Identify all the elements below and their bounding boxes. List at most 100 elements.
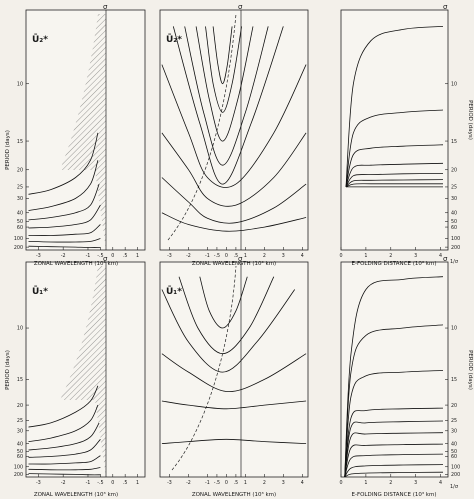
- panel-symbol-bottom-left: Ū₁*: [32, 286, 48, 297]
- curve-top-left-4: [28, 204, 101, 229]
- y-axis-title-top-left: PERIOD (days): [5, 130, 11, 170]
- curve-top-left-1: [28, 132, 99, 195]
- curve-top-middle-8: [161, 177, 307, 224]
- y-tick-label-top-left: 100: [14, 236, 23, 242]
- curve-top-middle-7: [161, 132, 307, 207]
- x-tick-label-bottom-middle: .5: [234, 480, 239, 486]
- curve-top-right-4: [345, 162, 444, 188]
- curve-bottom-left-4: [28, 439, 101, 458]
- x-tick-label-top-right: 0: [339, 253, 342, 259]
- curve-top-right-3: [345, 144, 444, 187]
- x-axis-title-top-right: E-FOLDING DISTANCE (10³ km): [351, 260, 436, 267]
- curve-bottom-middle-4: [161, 353, 307, 392]
- curve-bottom-middle-6: [161, 438, 307, 444]
- y-tick-label-bottom-left: 20: [17, 403, 23, 409]
- series-group-top-middle: [161, 26, 307, 232]
- x-tick-label-bottom-left: 0: [111, 480, 114, 486]
- x-tick-label-top-right: 4: [439, 253, 442, 259]
- x-tick-label-top-right: 3: [414, 253, 417, 259]
- x-tick-label-top-middle: 4: [301, 253, 304, 259]
- curve-bottom-right-8: [344, 453, 444, 477]
- y-tick-label-bottom-left: 40: [17, 441, 23, 447]
- curve-top-left-3: [28, 183, 100, 221]
- y-tick-label-top-left: 25: [17, 185, 23, 191]
- x-tick-label-top-left: 0: [111, 253, 114, 259]
- curve-bottom-left-6: [28, 467, 101, 471]
- curve-bottom-right-9: [344, 464, 444, 477]
- x-tick-label-top-right: 2: [389, 253, 392, 259]
- y-tick-label-bottom-right: 25: [451, 418, 457, 424]
- x-tick-label-top-middle: .5: [234, 253, 239, 259]
- y-tick-label-bottom-left: 60: [17, 454, 23, 460]
- y-tick-label-bottom-left: 30: [17, 428, 23, 434]
- y-tick-label-top-right: 10: [451, 81, 457, 87]
- y-tick-label-top-left: 30: [17, 196, 23, 202]
- x-tick-label-bottom-right: 4: [439, 480, 442, 486]
- curve-top-middle-2: [205, 26, 242, 113]
- y-tick-label-top-right: 20: [451, 167, 457, 173]
- curve-bottom-left-3: [28, 422, 100, 451]
- series-group-top-right: [345, 26, 444, 188]
- y-tick-label-top-left: 200: [14, 245, 23, 251]
- x-tick-label-bottom-right: 1: [364, 480, 367, 486]
- curve-top-left-6: [28, 238, 101, 243]
- x-axis-title-bottom-left: ZONAL WAVELENGTH (10³ km): [34, 491, 118, 498]
- y-tick-label-bottom-left: 10: [17, 326, 23, 332]
- y-tick-label-bottom-left: 100: [14, 464, 23, 470]
- x-tick-label-top-middle: -.5: [214, 253, 220, 259]
- curve-bottom-right-1: [344, 276, 444, 477]
- sigma-label-top-left: σ: [103, 3, 108, 11]
- curve-top-right-1: [345, 26, 444, 187]
- x-tick-label-top-left: 1: [136, 253, 139, 259]
- x-tick-label-bottom-right: 0: [339, 480, 342, 486]
- curve-top-right-6: [345, 179, 444, 188]
- sigma-label-bottom-right: σ: [443, 255, 448, 263]
- sigma-label-bottom-left: σ: [103, 255, 108, 263]
- y-tick-label-top-right: 60: [451, 225, 457, 231]
- right-end-label-bottom: 1/σ: [450, 484, 459, 490]
- curve-bottom-right-7: [344, 443, 444, 477]
- x-tick-label-bottom-right: 3: [414, 480, 417, 486]
- y-tick-label-bottom-left: 200: [14, 472, 23, 478]
- series-group-bottom-right: [344, 276, 444, 477]
- right-end-label-top: 1/σ: [450, 259, 459, 265]
- x-axis-title-bottom-right: E-FOLDING DISTANCE (10³ km): [351, 491, 436, 498]
- curve-top-middle-1: [212, 26, 233, 85]
- y-tick-label-top-left: 50: [17, 219, 23, 225]
- y-tick-label-top-right: 15: [451, 139, 457, 145]
- panel-symbol-bottom-middle: Ū₁*: [166, 286, 182, 297]
- panel-symbol-top-left: Ū₂*: [32, 34, 48, 45]
- x-tick-label-bottom-middle: 0: [225, 480, 228, 486]
- y-tick-label-top-right: 40: [451, 210, 457, 216]
- y-tick-label-top-left: 60: [17, 225, 23, 231]
- x-tick-label-top-middle: -3: [167, 253, 172, 259]
- y-tick-label-bottom-right: 30: [451, 428, 457, 434]
- curve-bottom-left-2: [28, 404, 99, 442]
- y-tick-label-top-right: 100: [451, 236, 460, 242]
- x-tick-label-top-middle: 0: [225, 253, 228, 259]
- x-axis-title-top-left: ZONAL WAVELENGTH (10³ km): [34, 260, 118, 267]
- series-group-bottom-left: [28, 385, 101, 476]
- x-tick-label-bottom-middle: 3: [282, 480, 285, 486]
- x-tick-label-top-middle: 3: [282, 253, 285, 259]
- curve-top-right-7: [345, 183, 443, 188]
- y-tick-label-bottom-right: 200: [451, 472, 460, 478]
- x-tick-label-top-left: -1: [86, 253, 91, 259]
- curve-top-middle-4: [184, 26, 269, 166]
- curve-top-right-2: [345, 109, 444, 187]
- x-tick-label-top-middle: -1: [205, 253, 210, 259]
- y-tick-label-bottom-right: 60: [451, 454, 457, 460]
- curve-bottom-right-5: [344, 420, 444, 477]
- sigma-label-bottom-middle: σ: [238, 255, 243, 263]
- y-tick-label-top-right: 200: [451, 245, 460, 251]
- curve-bottom-middle-2: [178, 276, 275, 355]
- curve-bottom-right-4: [344, 407, 444, 477]
- curve-bottom-left-1: [28, 385, 99, 428]
- panel-frame-top-right: [340, 9, 449, 251]
- curve-bottom-middle-3: [161, 289, 296, 373]
- y-tick-label-bottom-left: 50: [17, 449, 23, 455]
- y-tick-label-top-right: 50: [451, 219, 457, 225]
- curve-bottom-middle-1: [199, 276, 248, 329]
- curve-top-middle-9: [161, 212, 307, 232]
